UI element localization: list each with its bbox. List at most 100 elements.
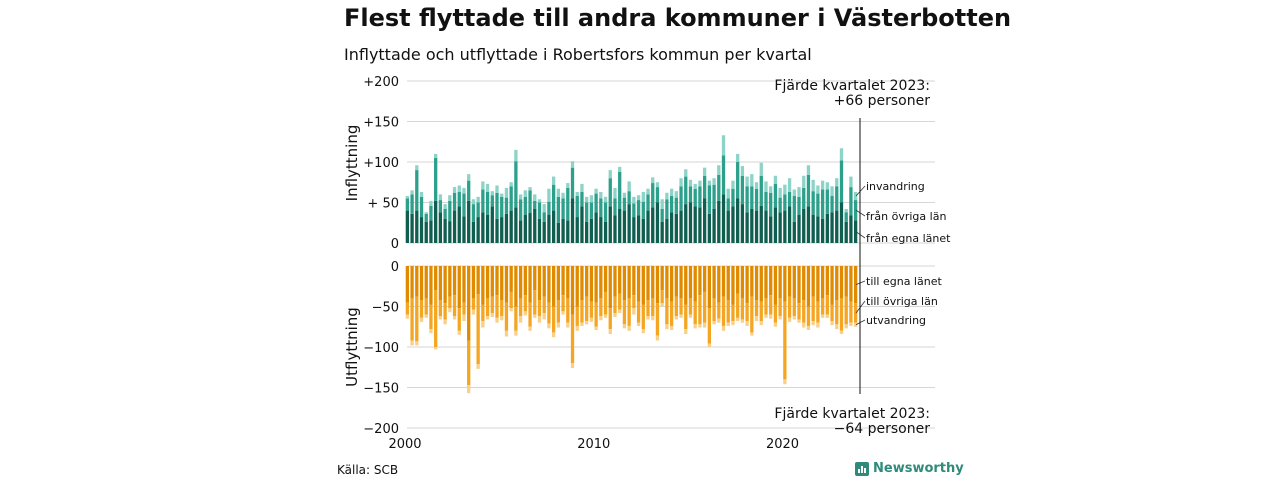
outflow-bar-segment: [736, 317, 740, 322]
outflow-bar-segment: [825, 295, 829, 315]
inflow-bar-segment: [419, 217, 424, 243]
inflow-bar-segment: [665, 192, 669, 200]
outflow-bar-segment: [481, 321, 485, 328]
outflow-bar-segment: [467, 385, 471, 394]
outflow-y-tick-label: −100: [363, 341, 399, 356]
inflow-bar-segment: [764, 210, 768, 243]
outflow-bar-segment: [485, 316, 490, 320]
inflow-bar-segment: [504, 187, 509, 198]
inflow-bar-segment: [542, 221, 546, 243]
inflow-bar-segment: [434, 153, 438, 158]
outflow-bar-segment: [646, 300, 650, 317]
inflow-bar-segment: [471, 204, 476, 222]
brand-logo[interactable]: Newsworthy: [855, 461, 964, 476]
inflow-bar-segment: [702, 198, 707, 243]
inflow-bar-segment: [702, 167, 707, 176]
outflow-bar-segment: [438, 316, 443, 320]
outflow-bar-segment: [726, 322, 730, 326]
inflow-bar-segment: [844, 208, 848, 213]
outflow-bar-segment: [613, 266, 617, 297]
series-label: från övriga län: [866, 210, 946, 223]
inflow-bar-segment: [688, 179, 693, 187]
inflow-bar-segment: [551, 184, 556, 211]
inflow-bar-segment: [636, 195, 641, 201]
chart-subtitle: Inflyttade och utflyttade i Robertsfors …: [344, 45, 812, 64]
inflow-bar-segment: [424, 221, 428, 243]
inflow-bar-segment: [669, 188, 674, 197]
outflow-bar-segment: [481, 304, 485, 322]
outflow-bar-segment: [839, 330, 844, 335]
outflow-bar-segment: [754, 316, 759, 322]
inflow-bar-segment: [665, 199, 669, 219]
outflow-bar-segment: [736, 266, 740, 294]
inflow-bar-segment: [585, 221, 589, 243]
inflow-bar-segment: [405, 198, 410, 211]
inflow-bar-segment: [566, 183, 570, 188]
outflow-bar-segment: [806, 266, 811, 307]
outflow-bar-segment: [542, 266, 546, 297]
outflow-bar-segment: [551, 306, 556, 333]
inflow-bar-segment: [660, 221, 664, 243]
inflow-bar-segment: [731, 206, 735, 243]
inflow-bar-segment: [448, 200, 452, 222]
outflow-bar-segment: [580, 266, 584, 301]
outflow-bar-segment: [589, 266, 594, 302]
inflow-bar-segment: [802, 175, 806, 188]
outflow-bar-segment: [429, 304, 433, 330]
outflow-bar-segment: [726, 266, 730, 301]
outflow-bar-segment: [651, 298, 655, 317]
outflow-bar-segment: [641, 266, 645, 305]
outflow-bar-segment: [424, 314, 428, 318]
inflow-bar-segment: [599, 191, 603, 199]
outflow-bar-segment: [853, 322, 858, 327]
outflow-bar-segment: [745, 266, 749, 304]
outflow-bar-segment: [669, 301, 674, 326]
outflow-bar-segment: [457, 330, 461, 335]
outflow-bar-segment: [490, 312, 494, 318]
outflow-bar-segment: [783, 266, 787, 302]
bottom-annotation-line2: −64 personer: [834, 421, 931, 437]
inflow-bar-segment: [570, 198, 575, 243]
outflow-bar-segment: [769, 314, 773, 319]
outflow-bar-segment: [830, 321, 834, 326]
inflow-bar-segment: [504, 213, 509, 243]
outflow-bar-segment: [773, 266, 778, 305]
inflow-bar-segment: [603, 221, 608, 243]
outflow-bar-segment: [641, 304, 645, 330]
inflow-bar-segment: [688, 186, 693, 203]
inflow-bar-segment: [651, 183, 655, 208]
outflow-bar-segment: [740, 266, 745, 299]
inflow-bar-segment: [580, 191, 584, 207]
inflow-bar-segment: [754, 210, 759, 243]
outflow-bar-segment: [443, 266, 447, 304]
inflow-bar-segment: [740, 175, 745, 205]
inflow-bar-segment: [759, 175, 763, 206]
inflow-bar-segment: [853, 220, 858, 243]
top-annotation-line2: +66 personer: [834, 93, 931, 109]
outflow-bar-segment: [405, 266, 410, 303]
inflow-bar-segment: [797, 187, 801, 197]
outflow-bar-segment: [523, 311, 527, 316]
outflow-bar-segment: [636, 322, 641, 326]
outflow-bar-segment: [797, 266, 801, 304]
outflow-bar-segment: [500, 316, 504, 321]
inflow-bar-segment: [500, 193, 504, 197]
inflow-bar-segment: [490, 191, 494, 196]
inflow-bar-segment: [556, 196, 561, 223]
outflow-bar-segment: [570, 266, 575, 315]
inflow-bar-segment: [537, 202, 542, 219]
outflow-bar-segment: [646, 316, 650, 320]
inflow-bars: [405, 135, 858, 243]
outflow-bar-segment: [792, 266, 796, 299]
series-label: utvandring: [866, 314, 926, 327]
inflow-bar-segment: [844, 212, 848, 222]
inflow-y-tick-label: +100: [363, 156, 399, 171]
outflow-bar-segment: [646, 266, 650, 301]
outflow-bar-segment: [509, 266, 513, 292]
outflow-bar-segment: [636, 266, 641, 302]
inflow-bar-segment: [443, 218, 447, 243]
outflow-bar-segment: [514, 306, 518, 331]
outflow-bar-segment: [745, 321, 749, 326]
outflow-bar-segment: [518, 316, 523, 323]
outflow-bar-segment: [688, 298, 693, 315]
